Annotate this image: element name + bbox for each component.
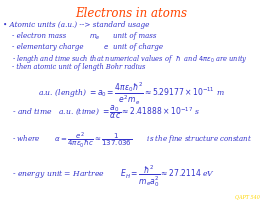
Text: - where       $\alpha = \dfrac{e^2}{4\pi\epsilon_0 \hbar c} \approx \dfrac{1}{13: - where $\alpha = \dfrac{e^2}{4\pi\epsil… bbox=[12, 129, 252, 149]
Text: unit of mass: unit of mass bbox=[113, 32, 156, 40]
Text: QAPT 540: QAPT 540 bbox=[235, 193, 260, 198]
Text: Electrons in atoms: Electrons in atoms bbox=[75, 7, 188, 20]
Text: - then atomic unit of length Bohr radius: - then atomic unit of length Bohr radius bbox=[12, 63, 145, 70]
Text: - length and time such that numerical values of  $\hbar$  and $4\pi\epsilon_0$ a: - length and time such that numerical va… bbox=[12, 53, 247, 64]
Text: a.u. (length) $= a_0 = \dfrac{4\pi\epsilon_0\hbar^2}{e^2 m_e} \approx 5.29177 \t: a.u. (length) $= a_0 = \dfrac{4\pi\epsil… bbox=[38, 81, 225, 107]
Text: - electron mass: - electron mass bbox=[12, 32, 66, 40]
Text: • Atomic units (a.u.) --> standard usage: • Atomic units (a.u.) --> standard usage bbox=[3, 21, 150, 29]
Text: - elementary charge: - elementary charge bbox=[12, 42, 83, 50]
Text: $m_e$: $m_e$ bbox=[89, 32, 101, 41]
Text: - energy unit = Hartree       $E_H = \dfrac{\hbar^2}{m_e a_0^2} \approx 27.2114$: - energy unit = Hartree $E_H = \dfrac{\h… bbox=[12, 163, 215, 188]
Text: unit of charge: unit of charge bbox=[113, 42, 163, 50]
Text: - and time   a.u. (time) $= \dfrac{a_0}{\alpha c} \approx 2.41888 \times 10^{-17: - and time a.u. (time) $= \dfrac{a_0}{\a… bbox=[12, 103, 200, 121]
Text: $e$: $e$ bbox=[103, 42, 109, 50]
